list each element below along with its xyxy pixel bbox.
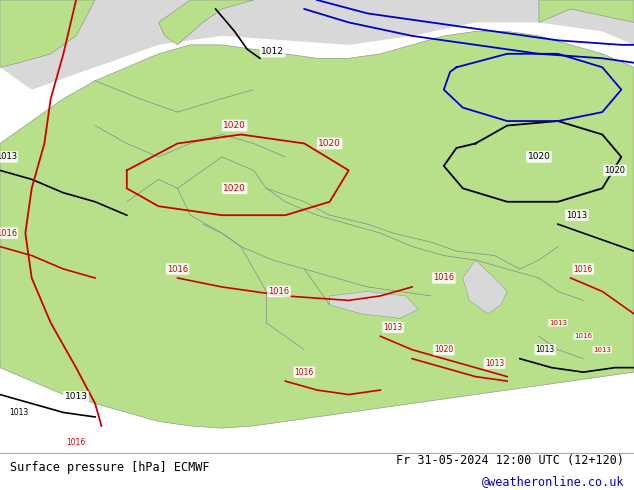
Text: 1016: 1016	[433, 273, 455, 282]
Text: 1016: 1016	[268, 287, 290, 296]
Text: 1016: 1016	[167, 265, 188, 273]
Text: 1020: 1020	[434, 345, 453, 354]
Text: 1013: 1013	[485, 359, 504, 368]
Text: 1020: 1020	[527, 152, 550, 161]
Text: 1013: 1013	[10, 408, 29, 417]
Polygon shape	[539, 0, 634, 23]
Text: 1016: 1016	[0, 229, 17, 238]
Polygon shape	[158, 0, 254, 45]
Text: 1013: 1013	[536, 345, 555, 354]
Text: 1013: 1013	[593, 347, 611, 353]
Polygon shape	[330, 292, 418, 319]
Text: 1012: 1012	[261, 47, 284, 56]
Text: 1016: 1016	[574, 333, 592, 339]
Text: 1016: 1016	[67, 439, 86, 447]
Text: 1016: 1016	[295, 368, 314, 377]
Text: Surface pressure [hPa] ECMWF: Surface pressure [hPa] ECMWF	[10, 461, 209, 474]
Polygon shape	[463, 260, 507, 314]
Polygon shape	[0, 0, 95, 67]
Text: 1013: 1013	[566, 211, 588, 220]
Text: 1013: 1013	[65, 392, 87, 401]
Text: 1013: 1013	[0, 152, 17, 161]
Text: 1020: 1020	[318, 139, 341, 148]
Text: 1020: 1020	[604, 166, 626, 175]
Text: 1020: 1020	[223, 121, 246, 130]
Text: 1013: 1013	[384, 323, 403, 332]
Text: @weatheronline.co.uk: @weatheronline.co.uk	[482, 474, 624, 488]
Text: 1013: 1013	[549, 320, 567, 326]
Text: 1020: 1020	[223, 184, 246, 193]
Text: 1016: 1016	[574, 265, 593, 273]
Polygon shape	[0, 31, 634, 428]
Polygon shape	[0, 0, 634, 90]
Text: Fr 31-05-2024 12:00 UTC (12+120): Fr 31-05-2024 12:00 UTC (12+120)	[396, 454, 624, 467]
